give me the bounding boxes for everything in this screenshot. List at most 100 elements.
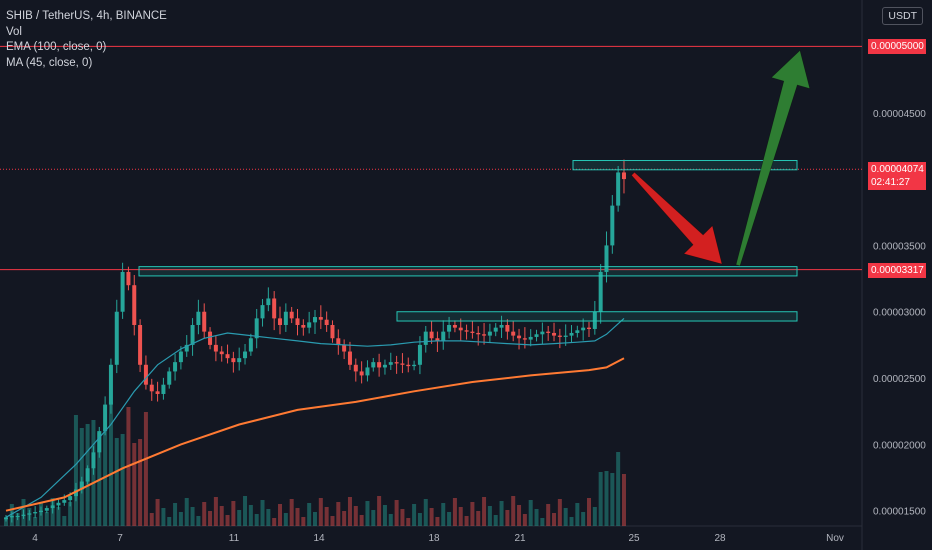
candle-body[interactable]	[347, 351, 352, 365]
candle-body[interactable]	[330, 325, 335, 339]
candle-body[interactable]	[108, 364, 113, 405]
candle-body[interactable]	[342, 344, 347, 352]
candle-body[interactable]	[161, 384, 166, 394]
candle-body[interactable]	[470, 331, 475, 333]
candle-body[interactable]	[482, 334, 487, 336]
candle-body[interactable]	[569, 332, 574, 336]
candle-body[interactable]	[266, 298, 271, 306]
candle-body[interactable]	[587, 327, 591, 329]
candle-body[interactable]	[231, 358, 236, 363]
candle-body[interactable]	[85, 468, 90, 482]
candle-body[interactable]	[423, 331, 428, 345]
candle-body[interactable]	[120, 271, 125, 312]
candle-body[interactable]	[243, 351, 248, 359]
candle-body[interactable]	[202, 311, 207, 332]
candle-body[interactable]	[27, 513, 32, 515]
candle-body[interactable]	[447, 325, 452, 332]
candle-body[interactable]	[499, 325, 504, 328]
candle-body[interactable]	[44, 508, 49, 511]
candle-body[interactable]	[621, 172, 626, 180]
ma-line[interactable]	[5, 317, 625, 518]
candle-body[interactable]	[592, 311, 597, 329]
candle-body[interactable]	[359, 371, 364, 376]
candle-body[interactable]	[511, 331, 516, 336]
candle-body[interactable]	[616, 172, 621, 206]
candle-body[interactable]	[528, 336, 533, 340]
candle-body[interactable]	[4, 517, 8, 520]
candle-body[interactable]	[575, 330, 580, 333]
candle-body[interactable]	[138, 325, 143, 365]
candle-body[interactable]	[278, 318, 283, 325]
candle-body[interactable]	[260, 305, 265, 319]
legend-ema[interactable]: EMA (100, close, 0)	[6, 41, 107, 53]
candle-body[interactable]	[73, 489, 78, 497]
legend-symbol[interactable]: SHIB / TetherUS, 4h, BINANCE	[6, 10, 167, 22]
candle-body[interactable]	[237, 358, 242, 363]
candle-body[interactable]	[505, 325, 510, 332]
candle-body[interactable]	[97, 431, 102, 453]
candle-body[interactable]	[295, 318, 300, 325]
candle-body[interactable]	[213, 344, 218, 352]
candle-body[interactable]	[540, 331, 545, 335]
candle-body[interactable]	[563, 335, 568, 337]
ema-line[interactable]	[5, 357, 625, 512]
candle-body[interactable]	[62, 500, 67, 503]
candle-body[interactable]	[248, 338, 253, 352]
candle-body[interactable]	[68, 496, 73, 501]
candle-body[interactable]	[272, 298, 277, 319]
candle-body[interactable]	[143, 364, 148, 385]
candle-body[interactable]	[50, 505, 55, 509]
candle-body[interactable]	[388, 362, 393, 365]
candle-body[interactable]	[458, 327, 463, 331]
candle-body[interactable]	[79, 481, 84, 490]
candle-body[interactable]	[382, 364, 387, 368]
candle-body[interactable]	[546, 331, 551, 333]
candle-body[interactable]	[155, 391, 160, 394]
candle-body[interactable]	[452, 325, 457, 328]
candle-body[interactable]	[15, 516, 20, 518]
candle-body[interactable]	[324, 319, 329, 325]
candle-body[interactable]	[289, 311, 294, 319]
candle-body[interactable]	[371, 362, 376, 368]
candle-body[interactable]	[534, 334, 539, 337]
candle-body[interactable]	[307, 322, 312, 328]
candle-body[interactable]	[184, 344, 189, 352]
candle-body[interactable]	[190, 325, 195, 345]
candle-body[interactable]	[219, 351, 224, 355]
candle-body[interactable]	[301, 325, 306, 328]
candle-body[interactable]	[557, 335, 562, 337]
candle-body[interactable]	[167, 371, 172, 385]
currency-button[interactable]: USDT	[882, 7, 923, 25]
candle-body[interactable]	[412, 364, 417, 367]
candle-body[interactable]	[33, 512, 38, 514]
candle-body[interactable]	[429, 331, 434, 339]
candle-body[interactable]	[173, 362, 178, 372]
candle-body[interactable]	[149, 384, 154, 392]
legend-volume[interactable]: Vol	[6, 25, 22, 38]
support-zone[interactable]	[396, 311, 798, 322]
candle-body[interactable]	[132, 285, 137, 325]
candle-body[interactable]	[91, 452, 96, 469]
candle-body[interactable]	[9, 516, 14, 518]
candle-body[interactable]	[552, 332, 557, 336]
candle-body[interactable]	[38, 510, 43, 513]
candle-body[interactable]	[464, 330, 469, 332]
candle-body[interactable]	[126, 271, 131, 286]
candle-body[interactable]	[581, 327, 586, 331]
candle-body[interactable]	[318, 317, 323, 320]
down-arrow[interactable]	[631, 171, 723, 265]
candle-body[interactable]	[56, 502, 61, 506]
candle-body[interactable]	[517, 335, 522, 339]
candle-body[interactable]	[394, 362, 399, 364]
candle-body[interactable]	[254, 318, 259, 339]
candle-body[interactable]	[283, 311, 288, 325]
candle-body[interactable]	[441, 331, 446, 341]
candle-body[interactable]	[178, 351, 183, 363]
up-arrow[interactable]	[735, 49, 811, 267]
candle-body[interactable]	[103, 404, 108, 432]
candle-body[interactable]	[406, 364, 411, 367]
candle-body[interactable]	[377, 362, 382, 368]
candle-body[interactable]	[365, 367, 370, 376]
candle-body[interactable]	[400, 363, 405, 365]
